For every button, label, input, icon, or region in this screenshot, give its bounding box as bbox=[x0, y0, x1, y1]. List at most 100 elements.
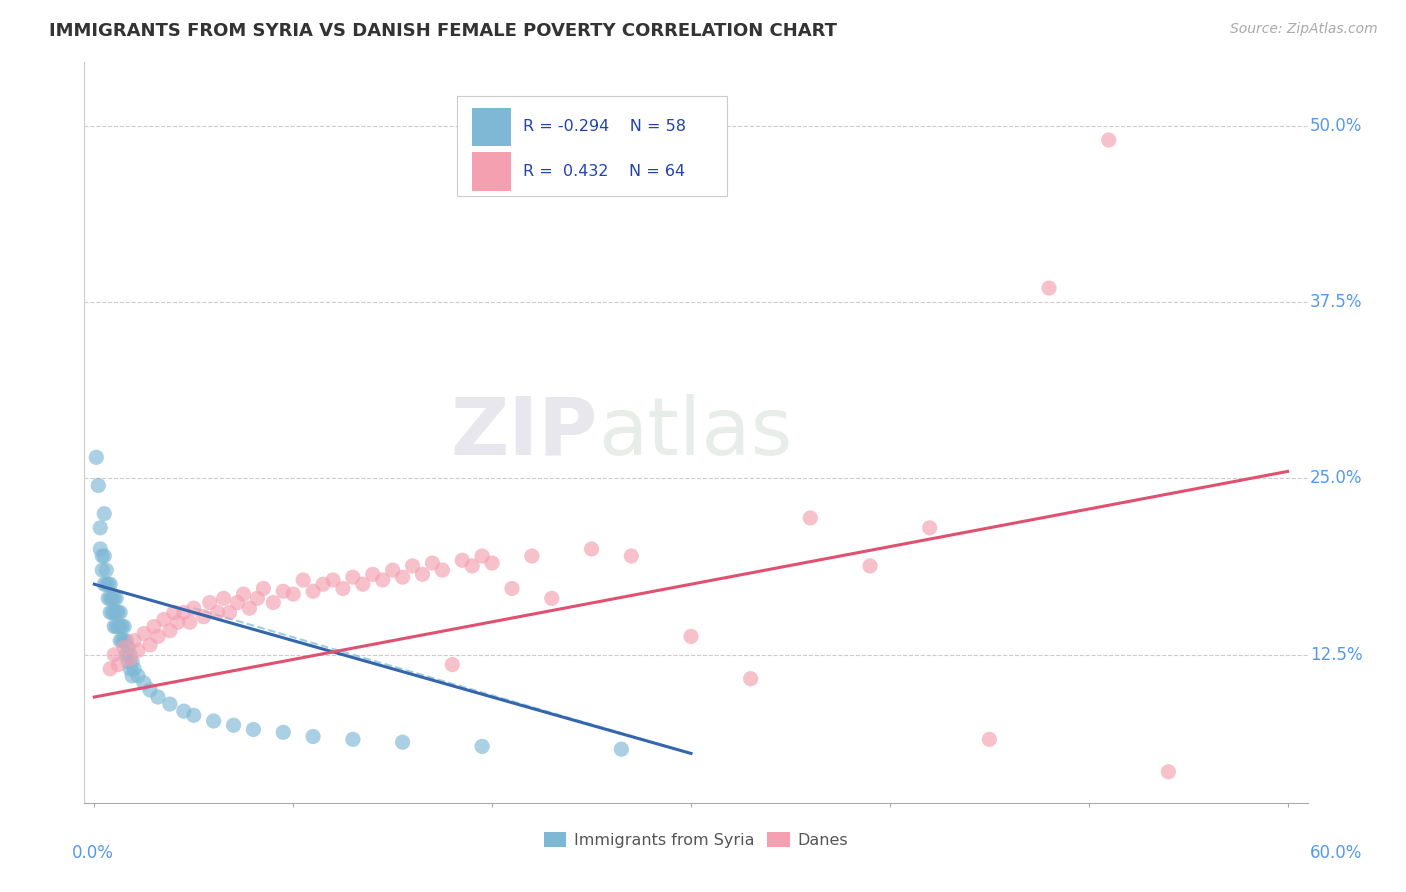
Point bbox=[361, 567, 384, 582]
Point bbox=[471, 739, 494, 754]
Point bbox=[246, 591, 269, 606]
Point bbox=[283, 587, 305, 601]
Point bbox=[179, 615, 201, 630]
Point bbox=[139, 638, 162, 652]
Point bbox=[96, 563, 118, 577]
Point bbox=[222, 718, 245, 732]
Point bbox=[103, 648, 125, 662]
Point bbox=[391, 570, 413, 584]
Point bbox=[352, 577, 374, 591]
Point bbox=[471, 549, 494, 563]
Point bbox=[96, 577, 118, 591]
Point bbox=[107, 606, 129, 620]
Point bbox=[117, 655, 139, 669]
Point bbox=[302, 730, 325, 744]
Point bbox=[103, 606, 125, 620]
Point bbox=[120, 662, 142, 676]
Point bbox=[121, 655, 143, 669]
Point bbox=[238, 601, 260, 615]
Point bbox=[93, 549, 115, 563]
Point bbox=[799, 511, 821, 525]
Point bbox=[332, 582, 354, 596]
Point bbox=[101, 591, 124, 606]
Point bbox=[120, 648, 142, 662]
Point bbox=[979, 732, 1001, 747]
FancyBboxPatch shape bbox=[457, 95, 727, 195]
Point bbox=[422, 556, 444, 570]
Point bbox=[97, 577, 120, 591]
Point bbox=[112, 619, 135, 633]
Point bbox=[101, 606, 124, 620]
Point bbox=[84, 450, 107, 465]
Point bbox=[262, 596, 284, 610]
Point bbox=[381, 563, 404, 577]
Point bbox=[1038, 281, 1060, 295]
Text: Source: ZipAtlas.com: Source: ZipAtlas.com bbox=[1230, 22, 1378, 37]
Point bbox=[226, 596, 249, 610]
Point bbox=[105, 591, 128, 606]
Point bbox=[212, 591, 235, 606]
Point bbox=[121, 669, 143, 683]
Point bbox=[207, 606, 229, 620]
FancyBboxPatch shape bbox=[472, 108, 512, 146]
Point bbox=[108, 633, 131, 648]
Point bbox=[91, 563, 114, 577]
Point bbox=[132, 676, 155, 690]
Point bbox=[432, 563, 454, 577]
Point bbox=[451, 553, 474, 567]
Point bbox=[112, 640, 135, 655]
Point bbox=[117, 640, 139, 655]
Point bbox=[105, 606, 128, 620]
Text: 37.5%: 37.5% bbox=[1310, 293, 1362, 311]
Text: 12.5%: 12.5% bbox=[1310, 646, 1362, 664]
Point bbox=[111, 633, 134, 648]
Point bbox=[252, 582, 274, 596]
Text: R =  0.432    N = 64: R = 0.432 N = 64 bbox=[523, 164, 686, 178]
Point bbox=[481, 556, 503, 570]
Point bbox=[159, 624, 181, 638]
Point bbox=[112, 633, 135, 648]
Point bbox=[441, 657, 464, 672]
Text: atlas: atlas bbox=[598, 393, 793, 472]
Point bbox=[115, 633, 138, 648]
Point bbox=[740, 672, 762, 686]
Point bbox=[1098, 133, 1121, 147]
Point bbox=[89, 521, 111, 535]
Point bbox=[202, 714, 225, 728]
Text: R = -0.294    N = 58: R = -0.294 N = 58 bbox=[523, 120, 686, 135]
Point bbox=[105, 619, 128, 633]
Point bbox=[107, 657, 129, 672]
Point bbox=[322, 573, 344, 587]
Point bbox=[411, 567, 433, 582]
Point bbox=[198, 596, 221, 610]
Point bbox=[127, 669, 149, 683]
Point bbox=[193, 609, 215, 624]
Point bbox=[391, 735, 413, 749]
Point bbox=[679, 629, 702, 643]
Point bbox=[312, 577, 335, 591]
Point bbox=[173, 606, 195, 620]
Text: IMMIGRANTS FROM SYRIA VS DANISH FEMALE POVERTY CORRELATION CHART: IMMIGRANTS FROM SYRIA VS DANISH FEMALE P… bbox=[49, 22, 837, 40]
Point bbox=[163, 606, 186, 620]
Point bbox=[98, 606, 121, 620]
Point bbox=[159, 697, 181, 711]
FancyBboxPatch shape bbox=[472, 152, 512, 191]
Point bbox=[127, 643, 149, 657]
Point bbox=[173, 704, 195, 718]
Point bbox=[461, 558, 484, 573]
Point bbox=[89, 541, 111, 556]
Point bbox=[98, 577, 121, 591]
Point bbox=[143, 619, 166, 633]
Point bbox=[108, 606, 131, 620]
Point bbox=[120, 652, 142, 666]
Text: ZIP: ZIP bbox=[451, 393, 598, 472]
Point bbox=[153, 612, 176, 626]
Point bbox=[166, 615, 188, 630]
Point bbox=[107, 619, 129, 633]
Point bbox=[859, 558, 882, 573]
Point bbox=[581, 541, 603, 556]
Point bbox=[540, 591, 562, 606]
Point bbox=[103, 591, 125, 606]
Point bbox=[342, 732, 364, 747]
Point bbox=[401, 558, 423, 573]
